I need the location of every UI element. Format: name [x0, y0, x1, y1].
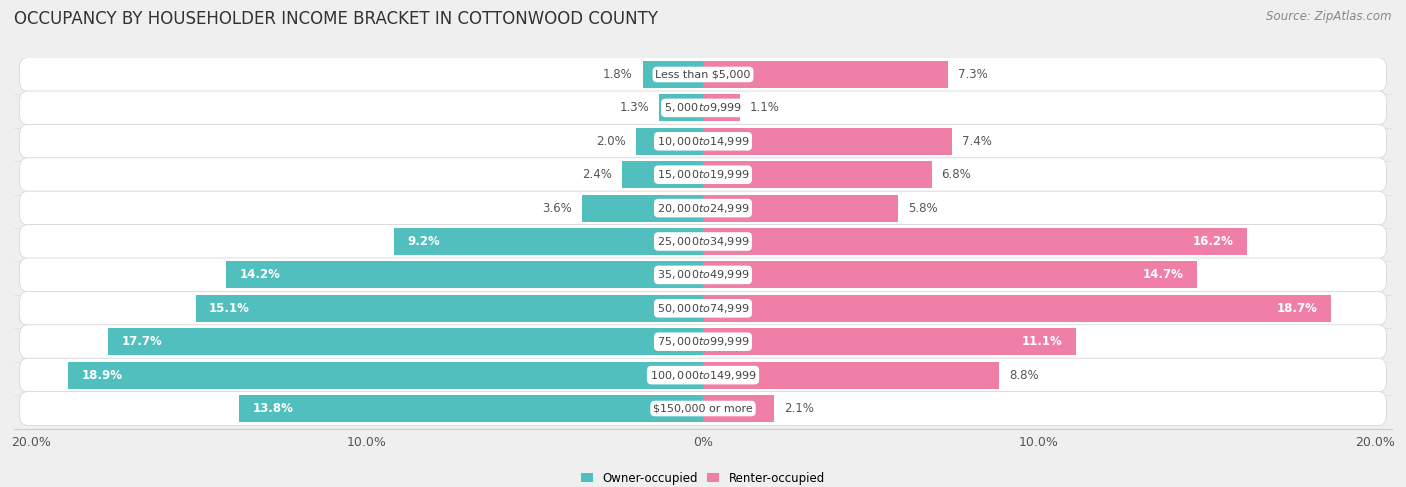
Text: $10,000 to $14,999: $10,000 to $14,999 [657, 135, 749, 148]
FancyBboxPatch shape [20, 258, 1386, 292]
FancyBboxPatch shape [20, 158, 1386, 191]
Bar [703, 128, 952, 155]
Bar [226, 262, 703, 288]
Text: 2.0%: 2.0% [596, 135, 626, 148]
FancyBboxPatch shape [20, 291, 1386, 325]
Text: 18.9%: 18.9% [82, 369, 122, 382]
Text: Source: ZipAtlas.com: Source: ZipAtlas.com [1267, 10, 1392, 23]
Text: 3.6%: 3.6% [543, 202, 572, 215]
Text: 7.3%: 7.3% [959, 68, 988, 81]
Text: 8.8%: 8.8% [1010, 369, 1039, 382]
Text: $75,000 to $99,999: $75,000 to $99,999 [657, 335, 749, 348]
Text: $5,000 to $9,999: $5,000 to $9,999 [664, 101, 742, 114]
Bar [703, 161, 932, 188]
Text: $25,000 to $34,999: $25,000 to $34,999 [657, 235, 749, 248]
Text: 14.2%: 14.2% [239, 268, 280, 281]
Text: 1.3%: 1.3% [620, 101, 650, 114]
Bar [643, 61, 703, 88]
Text: 1.1%: 1.1% [749, 101, 780, 114]
FancyBboxPatch shape [20, 91, 1386, 125]
Text: 7.4%: 7.4% [962, 135, 991, 148]
Bar [108, 328, 703, 355]
Text: 18.7%: 18.7% [1277, 302, 1317, 315]
Text: $20,000 to $24,999: $20,000 to $24,999 [657, 202, 749, 215]
Text: $35,000 to $49,999: $35,000 to $49,999 [657, 268, 749, 281]
Text: 11.1%: 11.1% [1022, 335, 1063, 348]
Bar [582, 195, 703, 222]
Text: $100,000 to $149,999: $100,000 to $149,999 [650, 369, 756, 382]
Text: 14.7%: 14.7% [1143, 268, 1184, 281]
Text: 2.1%: 2.1% [783, 402, 814, 415]
FancyBboxPatch shape [20, 325, 1386, 358]
Bar [703, 262, 1197, 288]
Text: 15.1%: 15.1% [209, 302, 250, 315]
Text: 13.8%: 13.8% [253, 402, 294, 415]
Bar [703, 362, 998, 389]
Text: 1.8%: 1.8% [603, 68, 633, 81]
Bar [703, 328, 1076, 355]
Text: Less than $5,000: Less than $5,000 [655, 70, 751, 79]
FancyBboxPatch shape [20, 191, 1386, 225]
Text: 16.2%: 16.2% [1194, 235, 1234, 248]
Text: OCCUPANCY BY HOUSEHOLDER INCOME BRACKET IN COTTONWOOD COUNTY: OCCUPANCY BY HOUSEHOLDER INCOME BRACKET … [14, 10, 658, 28]
FancyBboxPatch shape [20, 124, 1386, 158]
Bar [703, 228, 1247, 255]
FancyBboxPatch shape [20, 392, 1386, 426]
Text: 17.7%: 17.7% [121, 335, 162, 348]
FancyBboxPatch shape [20, 225, 1386, 259]
Bar [623, 161, 703, 188]
FancyBboxPatch shape [20, 57, 1386, 92]
Bar [636, 128, 703, 155]
Bar [67, 362, 703, 389]
FancyBboxPatch shape [20, 358, 1386, 392]
Text: $15,000 to $19,999: $15,000 to $19,999 [657, 168, 749, 181]
Legend: Owner-occupied, Renter-occupied: Owner-occupied, Renter-occupied [576, 467, 830, 487]
Bar [703, 94, 740, 121]
Text: $50,000 to $74,999: $50,000 to $74,999 [657, 302, 749, 315]
Bar [703, 295, 1331, 322]
Text: 6.8%: 6.8% [942, 168, 972, 181]
Bar [703, 395, 773, 422]
Text: 2.4%: 2.4% [582, 168, 612, 181]
Bar [394, 228, 703, 255]
Text: 5.8%: 5.8% [908, 202, 938, 215]
Bar [239, 395, 703, 422]
Bar [703, 61, 948, 88]
Bar [659, 94, 703, 121]
Text: 9.2%: 9.2% [408, 235, 440, 248]
Text: $150,000 or more: $150,000 or more [654, 404, 752, 413]
Bar [195, 295, 703, 322]
Bar [703, 195, 898, 222]
